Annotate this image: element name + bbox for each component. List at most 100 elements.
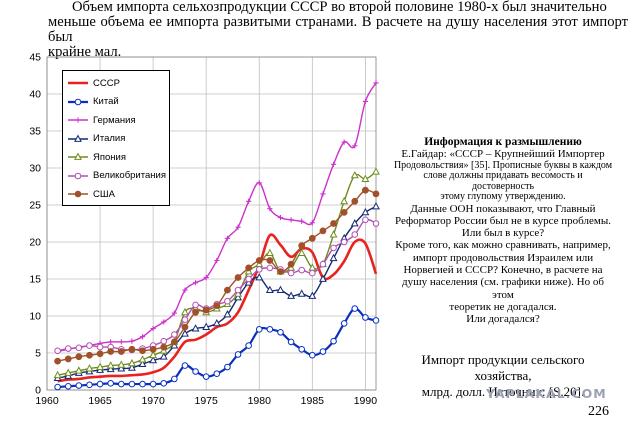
data-point — [340, 196, 349, 205]
data-point — [234, 351, 242, 358]
data-point — [117, 364, 126, 372]
x-tick-label: 1960 — [35, 395, 59, 407]
data-point — [245, 342, 252, 349]
legend-swatch-icon — [68, 117, 88, 123]
data-point — [214, 257, 220, 264]
data-point — [181, 329, 189, 337]
data-point — [202, 306, 210, 314]
data-point — [149, 355, 158, 364]
data-point — [361, 174, 370, 182]
data-point — [160, 337, 168, 345]
data-point — [372, 190, 380, 198]
legend-swatch-icon — [68, 98, 88, 105]
x-tick-label: 1965 — [88, 395, 112, 407]
data-point — [277, 214, 284, 221]
data-point — [64, 355, 72, 363]
info-line: Кроме того, как можно сравнивать, наприм… — [395, 239, 611, 252]
data-point — [330, 244, 337, 252]
info-line: импорт продовольствия Израилем или — [412, 251, 594, 264]
data-point — [181, 323, 189, 331]
data-point — [224, 235, 231, 241]
data-point — [128, 345, 136, 353]
data-point — [64, 383, 72, 390]
legend-swatch-icon — [68, 190, 88, 198]
data-point — [298, 242, 306, 250]
data-point — [139, 347, 146, 355]
data-point — [351, 197, 359, 205]
data-point — [234, 286, 242, 294]
data-point — [234, 274, 242, 281]
legend-swatch-icon — [68, 172, 88, 179]
data-point — [372, 202, 380, 210]
data-point — [372, 317, 380, 324]
data-point — [372, 167, 380, 175]
data-point — [362, 98, 368, 104]
data-point — [287, 291, 296, 299]
y-tick-label: 20 — [29, 237, 41, 249]
series-line — [57, 189, 377, 362]
data-point — [192, 368, 199, 375]
data-point — [202, 322, 211, 330]
chart-caption: Импорт продукции сельского хозяйства, мл… — [392, 352, 614, 400]
legend-label: Китай — [93, 96, 119, 107]
data-point — [287, 260, 295, 268]
data-point — [309, 269, 316, 277]
data-point — [298, 346, 306, 353]
y-tick-label: 40 — [29, 89, 41, 101]
data-point — [319, 274, 327, 282]
data-point — [277, 268, 284, 275]
x-tick-label: 1975 — [195, 395, 219, 407]
data-point — [106, 364, 115, 373]
info-box: Информация к размышлению Е.Гайдар: «СССР… — [392, 136, 614, 326]
data-point — [308, 234, 316, 242]
data-point — [181, 307, 189, 316]
y-tick-label: 0 — [35, 385, 41, 397]
y-tick-label: 30 — [29, 163, 41, 175]
data-point — [171, 331, 178, 338]
data-point — [96, 362, 104, 370]
data-point — [329, 253, 338, 262]
legend-swatch-icon — [68, 81, 88, 85]
data-point — [75, 344, 83, 352]
legend-label: Япония — [93, 151, 126, 163]
legend-item: СССР — [67, 75, 120, 91]
data-point — [265, 248, 274, 256]
data-point — [149, 345, 157, 353]
data-point — [202, 373, 210, 380]
y-tick-label: 45 — [29, 52, 41, 64]
data-point — [266, 264, 274, 272]
data-point — [330, 161, 337, 167]
data-point — [245, 275, 252, 283]
data-point — [54, 357, 62, 365]
data-point — [330, 337, 337, 345]
x-tick-label: 1990 — [354, 395, 378, 407]
data-point — [340, 238, 348, 246]
data-point — [96, 350, 104, 358]
legend-label: СССР — [93, 77, 120, 89]
info-line: душу населения (см. графики ниже). Но об… — [402, 276, 604, 301]
data-point — [319, 348, 327, 355]
info-line: теоретик не догадался. — [449, 300, 557, 313]
data-point — [255, 257, 263, 264]
data-point — [127, 358, 136, 367]
data-point — [352, 143, 358, 149]
data-point — [255, 273, 264, 281]
data-point — [139, 334, 146, 340]
y-tick-label: 25 — [29, 200, 41, 212]
data-point — [107, 380, 114, 387]
y-tick-label: 15 — [29, 274, 41, 286]
data-point — [127, 363, 136, 371]
info-line: Данные ООН показывают, что Главный — [410, 202, 596, 215]
data-point — [255, 266, 263, 273]
data-point — [96, 380, 104, 388]
intro-line: Объем импорта сельхозпродукции СССР во в… — [72, 0, 607, 15]
data-point — [362, 314, 369, 321]
series-line — [57, 218, 377, 352]
info-line: Норвегией и СССР? Конечно, в расчете на — [403, 264, 603, 277]
data-point — [287, 269, 295, 277]
data-point — [235, 224, 241, 230]
intro-line: меньше объема ее импорта развитыми стран… — [48, 14, 628, 45]
x-tick-label: 1980 — [248, 395, 272, 407]
legend-item: Китай — [67, 94, 119, 110]
data-point — [224, 286, 231, 294]
